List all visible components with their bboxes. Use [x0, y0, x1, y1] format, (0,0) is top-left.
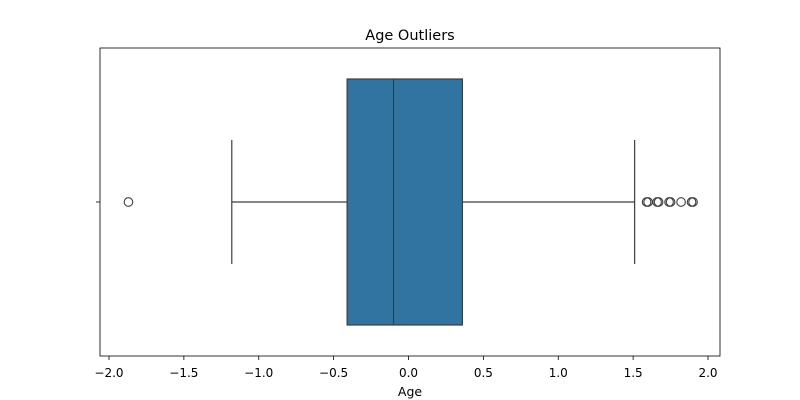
- x-tick-label: −0.5: [319, 366, 348, 380]
- x-tick-label: 1.5: [624, 366, 643, 380]
- chart-title: Age Outliers: [365, 28, 454, 44]
- x-tick-label: 0.0: [399, 366, 418, 380]
- x-axis-label: Age: [398, 384, 422, 399]
- outlier-point: [665, 197, 676, 207]
- outlier-point: [653, 197, 664, 207]
- x-tick-label: 2.0: [698, 366, 717, 380]
- x-tick-label: −1.0: [244, 366, 273, 380]
- x-axis-ticks: −2.0 −1.5 −1.0 −0.5 0.0 0.5 1.0 1.5 2.0: [94, 356, 718, 380]
- iqr-box: [346, 78, 464, 326]
- x-tick-label: −2.0: [94, 366, 123, 380]
- outlier-point: [676, 197, 686, 207]
- outlier-point: [123, 197, 134, 207]
- x-tick-label: 1.0: [549, 366, 568, 380]
- x-tick-label: −1.5: [169, 366, 198, 380]
- boxplot-marks: [123, 78, 698, 326]
- x-tick-label: 0.5: [474, 366, 493, 380]
- outlier-point: [688, 197, 698, 207]
